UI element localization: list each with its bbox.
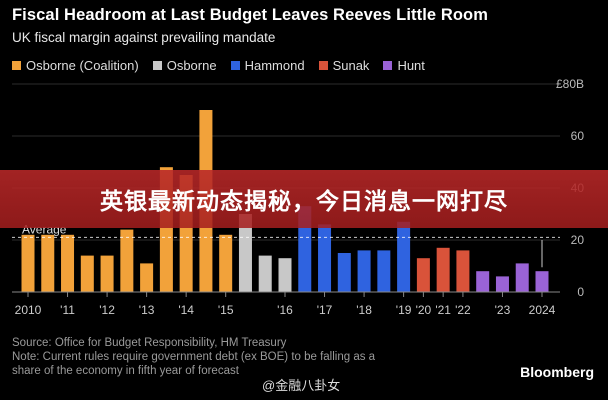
x-tick-label: 2024 [529, 303, 556, 317]
x-tick-label: '14 [178, 303, 194, 317]
bar [377, 250, 391, 292]
y-tick-label: £80B [556, 77, 584, 91]
legend-item-osborne: Osborne [152, 58, 217, 73]
footnote-line-1: Note: Current rules require government d… [12, 351, 376, 363]
bar [100, 255, 114, 292]
chart-title: Fiscal Headroom at Last Budget Leaves Re… [12, 6, 488, 24]
legend-swatch [152, 61, 162, 70]
x-tick-label: '22 [455, 303, 471, 317]
legend-swatch [383, 61, 393, 70]
bar [80, 255, 94, 292]
legend-label: Hammond [244, 58, 305, 73]
overlay-banner: 英银最新动态揭秘，今日消息一网打尽 [0, 170, 608, 228]
bar [278, 258, 292, 292]
bar [495, 276, 509, 292]
x-tick-label: '11 [60, 303, 75, 317]
bar [337, 253, 351, 292]
legend-label: Osborne [166, 58, 217, 73]
legend-swatch [12, 61, 21, 70]
bar [535, 271, 549, 292]
bar [456, 250, 470, 292]
bar [238, 214, 252, 292]
x-tick-label: '19 [396, 303, 412, 317]
legend-item-osborne-coalition: Osborne (Coalition) [12, 58, 139, 73]
bar [416, 258, 430, 292]
x-tick-label: '20 [416, 303, 432, 317]
y-tick-label: 20 [571, 233, 585, 247]
bar [515, 263, 529, 292]
x-tick-label: '13 [139, 303, 155, 317]
chart-subtitle: UK fiscal margin against prevailing mand… [12, 30, 276, 45]
bar [436, 247, 450, 292]
x-tick-label: '15 [218, 303, 234, 317]
legend-label: Hunt [397, 58, 425, 73]
legend-swatch [318, 61, 328, 70]
x-tick-label: '12 [99, 303, 115, 317]
x-tick-label: '16 [277, 303, 293, 317]
bar [41, 234, 55, 292]
bar [318, 224, 332, 292]
source-note: Source: Office for Budget Responsibility… [12, 337, 287, 349]
bar [61, 234, 75, 292]
bar [219, 234, 233, 292]
bar [140, 263, 154, 292]
overlay-banner-text: 英银最新动态揭秘，今日消息一网打尽 [100, 189, 508, 215]
bar [397, 221, 411, 292]
bar [476, 271, 490, 292]
bar [21, 234, 35, 292]
x-tick-label: '21 [435, 303, 451, 317]
bar [120, 229, 134, 292]
legend-label: Sunak [332, 58, 370, 73]
y-tick-label: 0 [577, 285, 584, 299]
legend-item-hammond: Hammond [230, 58, 305, 73]
y-tick-label: 60 [571, 129, 585, 143]
legend: Osborne (Coalition) Osborne Hammond Suna… [12, 58, 439, 73]
watermark: @金融八卦女 [262, 378, 341, 393]
bar [258, 255, 272, 292]
legend-swatch [230, 61, 240, 70]
x-tick-label: 2010 [15, 303, 42, 317]
footnote-line-2: share of the economy in fifth year of fo… [12, 365, 239, 377]
x-tick-label: '23 [495, 303, 511, 317]
bloomberg-logo: Bloomberg [520, 364, 594, 380]
bar [357, 250, 371, 292]
legend-item-hunt: Hunt [383, 58, 425, 73]
x-tick-label: '18 [356, 303, 372, 317]
legend-label: Osborne (Coalition) [26, 58, 139, 73]
x-tick-label: '17 [317, 303, 333, 317]
legend-item-sunak: Sunak [318, 58, 370, 73]
